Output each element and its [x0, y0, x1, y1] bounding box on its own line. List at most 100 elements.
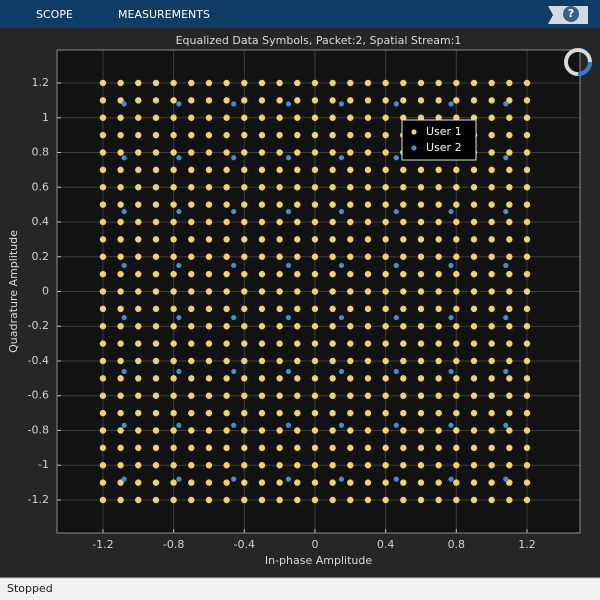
data-point: [382, 427, 389, 434]
data-point: [176, 208, 182, 215]
data-point: [435, 201, 442, 208]
y-tick-label: -0.4: [28, 354, 49, 367]
data-point: [311, 253, 319, 260]
data-point: [453, 305, 460, 313]
data-point: [152, 462, 160, 469]
data-point: [135, 409, 142, 417]
data-point: [453, 97, 460, 104]
data-point: [188, 375, 195, 382]
data-point: [311, 270, 319, 278]
data-point: [488, 323, 495, 330]
data-point: [393, 208, 399, 215]
data-point: [417, 496, 425, 504]
data-point: [135, 427, 142, 434]
data-point: [417, 375, 425, 382]
data-point: [417, 270, 425, 278]
data-point: [223, 114, 230, 121]
data-point: [417, 79, 425, 87]
help-label[interactable]: ?: [568, 7, 574, 20]
data-point: [329, 479, 336, 486]
data-point: [205, 270, 213, 278]
data-point: [170, 462, 177, 469]
data-point: [176, 262, 182, 269]
data-point: [188, 392, 195, 399]
data-point: [188, 427, 195, 434]
data-point: [241, 340, 248, 347]
data-point: [311, 496, 319, 504]
data-point: [152, 340, 160, 347]
y-tick-label: 0.6: [32, 180, 50, 193]
data-point: [241, 479, 248, 486]
data-point: [329, 496, 336, 504]
help-button[interactable]: [563, 6, 579, 22]
data-point: [506, 114, 513, 121]
data-point: [99, 496, 107, 504]
status-text: Stopped: [7, 582, 53, 595]
data-point: [329, 184, 336, 191]
data-point: [294, 114, 301, 121]
data-point: [488, 392, 495, 399]
data-point: [400, 305, 407, 313]
data-point: [99, 479, 107, 486]
y-tick-label: 0.4: [32, 215, 50, 228]
data-point: [276, 375, 283, 382]
data-point: [506, 375, 513, 382]
data-point: [311, 340, 319, 347]
data-point: [205, 97, 213, 104]
data-point: [294, 409, 301, 417]
data-point: [435, 496, 442, 504]
data-point: [523, 131, 531, 139]
data-point: [152, 479, 160, 486]
data-point: [453, 375, 460, 382]
data-point: [276, 479, 283, 486]
data-point: [231, 208, 237, 215]
data-point: [417, 357, 425, 365]
data-point: [258, 166, 266, 174]
data-point: [488, 184, 495, 191]
data-point: [241, 236, 248, 243]
data-point: [311, 236, 319, 243]
data-point: [488, 97, 495, 104]
data-point: [506, 357, 513, 365]
data-point: [329, 305, 336, 313]
data-point: [470, 97, 478, 104]
busy-arc: [577, 61, 592, 76]
data-point: [435, 323, 442, 330]
data-point: [188, 166, 195, 174]
data-point: [364, 270, 372, 278]
data-point: [135, 340, 142, 347]
data-point: [311, 323, 319, 330]
data-point: [188, 201, 195, 208]
data-point: [152, 427, 160, 434]
data-point: [205, 340, 213, 347]
legend-marker: [411, 129, 417, 135]
data-point: [453, 462, 460, 469]
data-point: [382, 444, 389, 452]
data-point: [347, 131, 354, 139]
data-point: [285, 476, 292, 482]
data-point: [294, 184, 301, 191]
data-point: [258, 184, 266, 191]
data-point: [400, 340, 407, 347]
data-point: [188, 131, 195, 139]
data-point: [188, 114, 195, 121]
data-point: [417, 201, 425, 208]
data-point: [311, 462, 319, 469]
data-point: [223, 357, 230, 365]
data-point: [311, 79, 319, 87]
data-point: [338, 422, 345, 428]
data-point: [393, 101, 399, 107]
data-point: [117, 253, 124, 260]
data-point: [364, 409, 372, 417]
data-point: [329, 236, 336, 243]
data-point: [188, 479, 195, 486]
tab[interactable]: SCOPE: [36, 8, 73, 21]
tab[interactable]: MEASUREMENTS: [118, 8, 210, 21]
data-point: [176, 368, 182, 375]
data-point: [241, 444, 248, 452]
data-point: [170, 97, 177, 104]
data-point: [294, 357, 301, 365]
data-point: [117, 79, 124, 87]
data-point: [294, 323, 301, 330]
data-point: [117, 149, 124, 156]
